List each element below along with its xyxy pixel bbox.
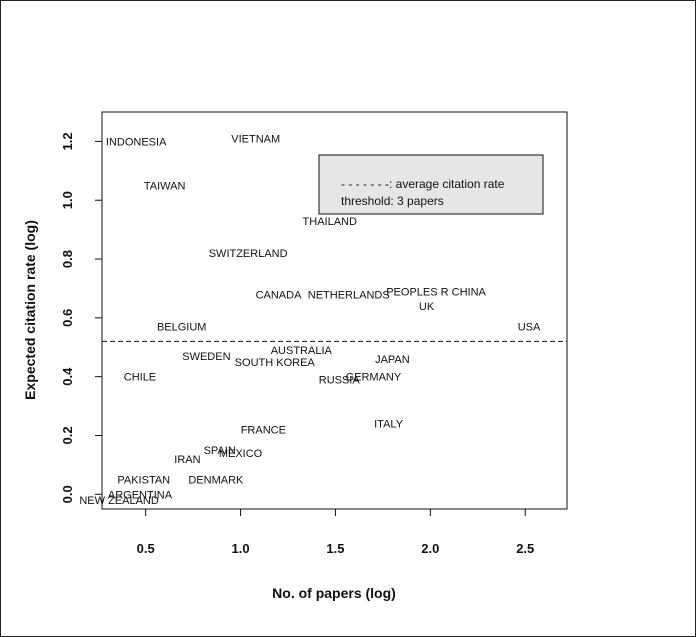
x-tick-label: 2.5 <box>516 541 534 556</box>
point-label-vietnam: VIETNAM <box>231 133 280 145</box>
point-label-taiwan: TAIWAN <box>144 181 186 193</box>
point-label-chile: CHILE <box>124 372 156 384</box>
point-label-peoples-r-china: PEOPLES R CHINA <box>386 286 486 298</box>
point-label-sweden: SWEDEN <box>182 351 230 363</box>
point-label-italy: ITALY <box>374 419 404 431</box>
y-tick-label: 0.2 <box>60 426 75 444</box>
point-label-new-zealand: NEW ZEALAND <box>79 495 159 507</box>
x-tick-label: 0.5 <box>137 541 155 556</box>
point-label-netherlands: NETHERLANDS <box>308 289 390 301</box>
point-label-iran: IRAN <box>174 454 200 466</box>
point-label-france: FRANCE <box>241 425 286 437</box>
point-label-switzerland: SWITZERLAND <box>209 248 288 260</box>
legend-line-label: - - - - - - -: average citation rate <box>341 177 505 191</box>
point-label-indonesia: INDONESIA <box>106 136 167 148</box>
point-label-pakistan: PAKISTAN <box>117 475 170 487</box>
x-axis-title: No. of papers (log) <box>272 585 396 601</box>
point-labels: INDONESIA VIETNAM TAIWAN THAILAND SWITZERLAN… <box>79 133 541 507</box>
point-label-argentina: ARGENTINA <box>108 489 173 501</box>
y-tick-label: 0.4 <box>60 367 75 386</box>
point-label-germany: GERMANY <box>346 372 402 384</box>
point-label-russia: RUSSIA <box>319 375 361 387</box>
point-label-canada: CANADA <box>256 289 303 301</box>
x-tick-label: 1.5 <box>326 541 344 556</box>
point-label-thailand: THAILAND <box>303 216 357 228</box>
x-tick-label: 2.0 <box>421 541 439 556</box>
point-label-uk: UK <box>419 301 435 313</box>
y-axis: 0.0 0.2 0.4 0.6 0.8 1.0 1.2 <box>60 132 102 503</box>
y-axis-title: Expected citation rate (log) <box>22 220 38 400</box>
y-tick-label: 0.8 <box>60 250 75 268</box>
legend: - - - - - - -: average citation rate thr… <box>318 154 544 215</box>
point-label-belgium: BELGIUM <box>157 322 207 334</box>
y-tick-label: 0.0 <box>60 485 75 503</box>
point-label-japan: JAPAN <box>375 354 410 366</box>
y-tick-label: 1.2 <box>60 132 75 150</box>
y-tick-label: 0.6 <box>60 309 75 327</box>
point-label-usa: USA <box>518 322 541 334</box>
point-label-south-korea: SOUTH KOREA <box>235 357 316 369</box>
x-tick-label: 1.0 <box>232 541 250 556</box>
x-axis: 0.5 1.0 1.5 2.0 2.5 <box>137 509 534 556</box>
point-label-denmark: DENMARK <box>188 475 244 487</box>
point-label-australia: AUSTRALIA <box>271 345 333 357</box>
legend-threshold-label: threshold: 3 papers <box>341 194 444 208</box>
y-tick-label: 1.0 <box>60 191 75 209</box>
point-label-mexico: MEXICO <box>219 448 263 460</box>
legend-box <box>318 154 544 215</box>
plot-area <box>101 111 568 510</box>
point-label-spain: SPAIN <box>204 445 236 457</box>
